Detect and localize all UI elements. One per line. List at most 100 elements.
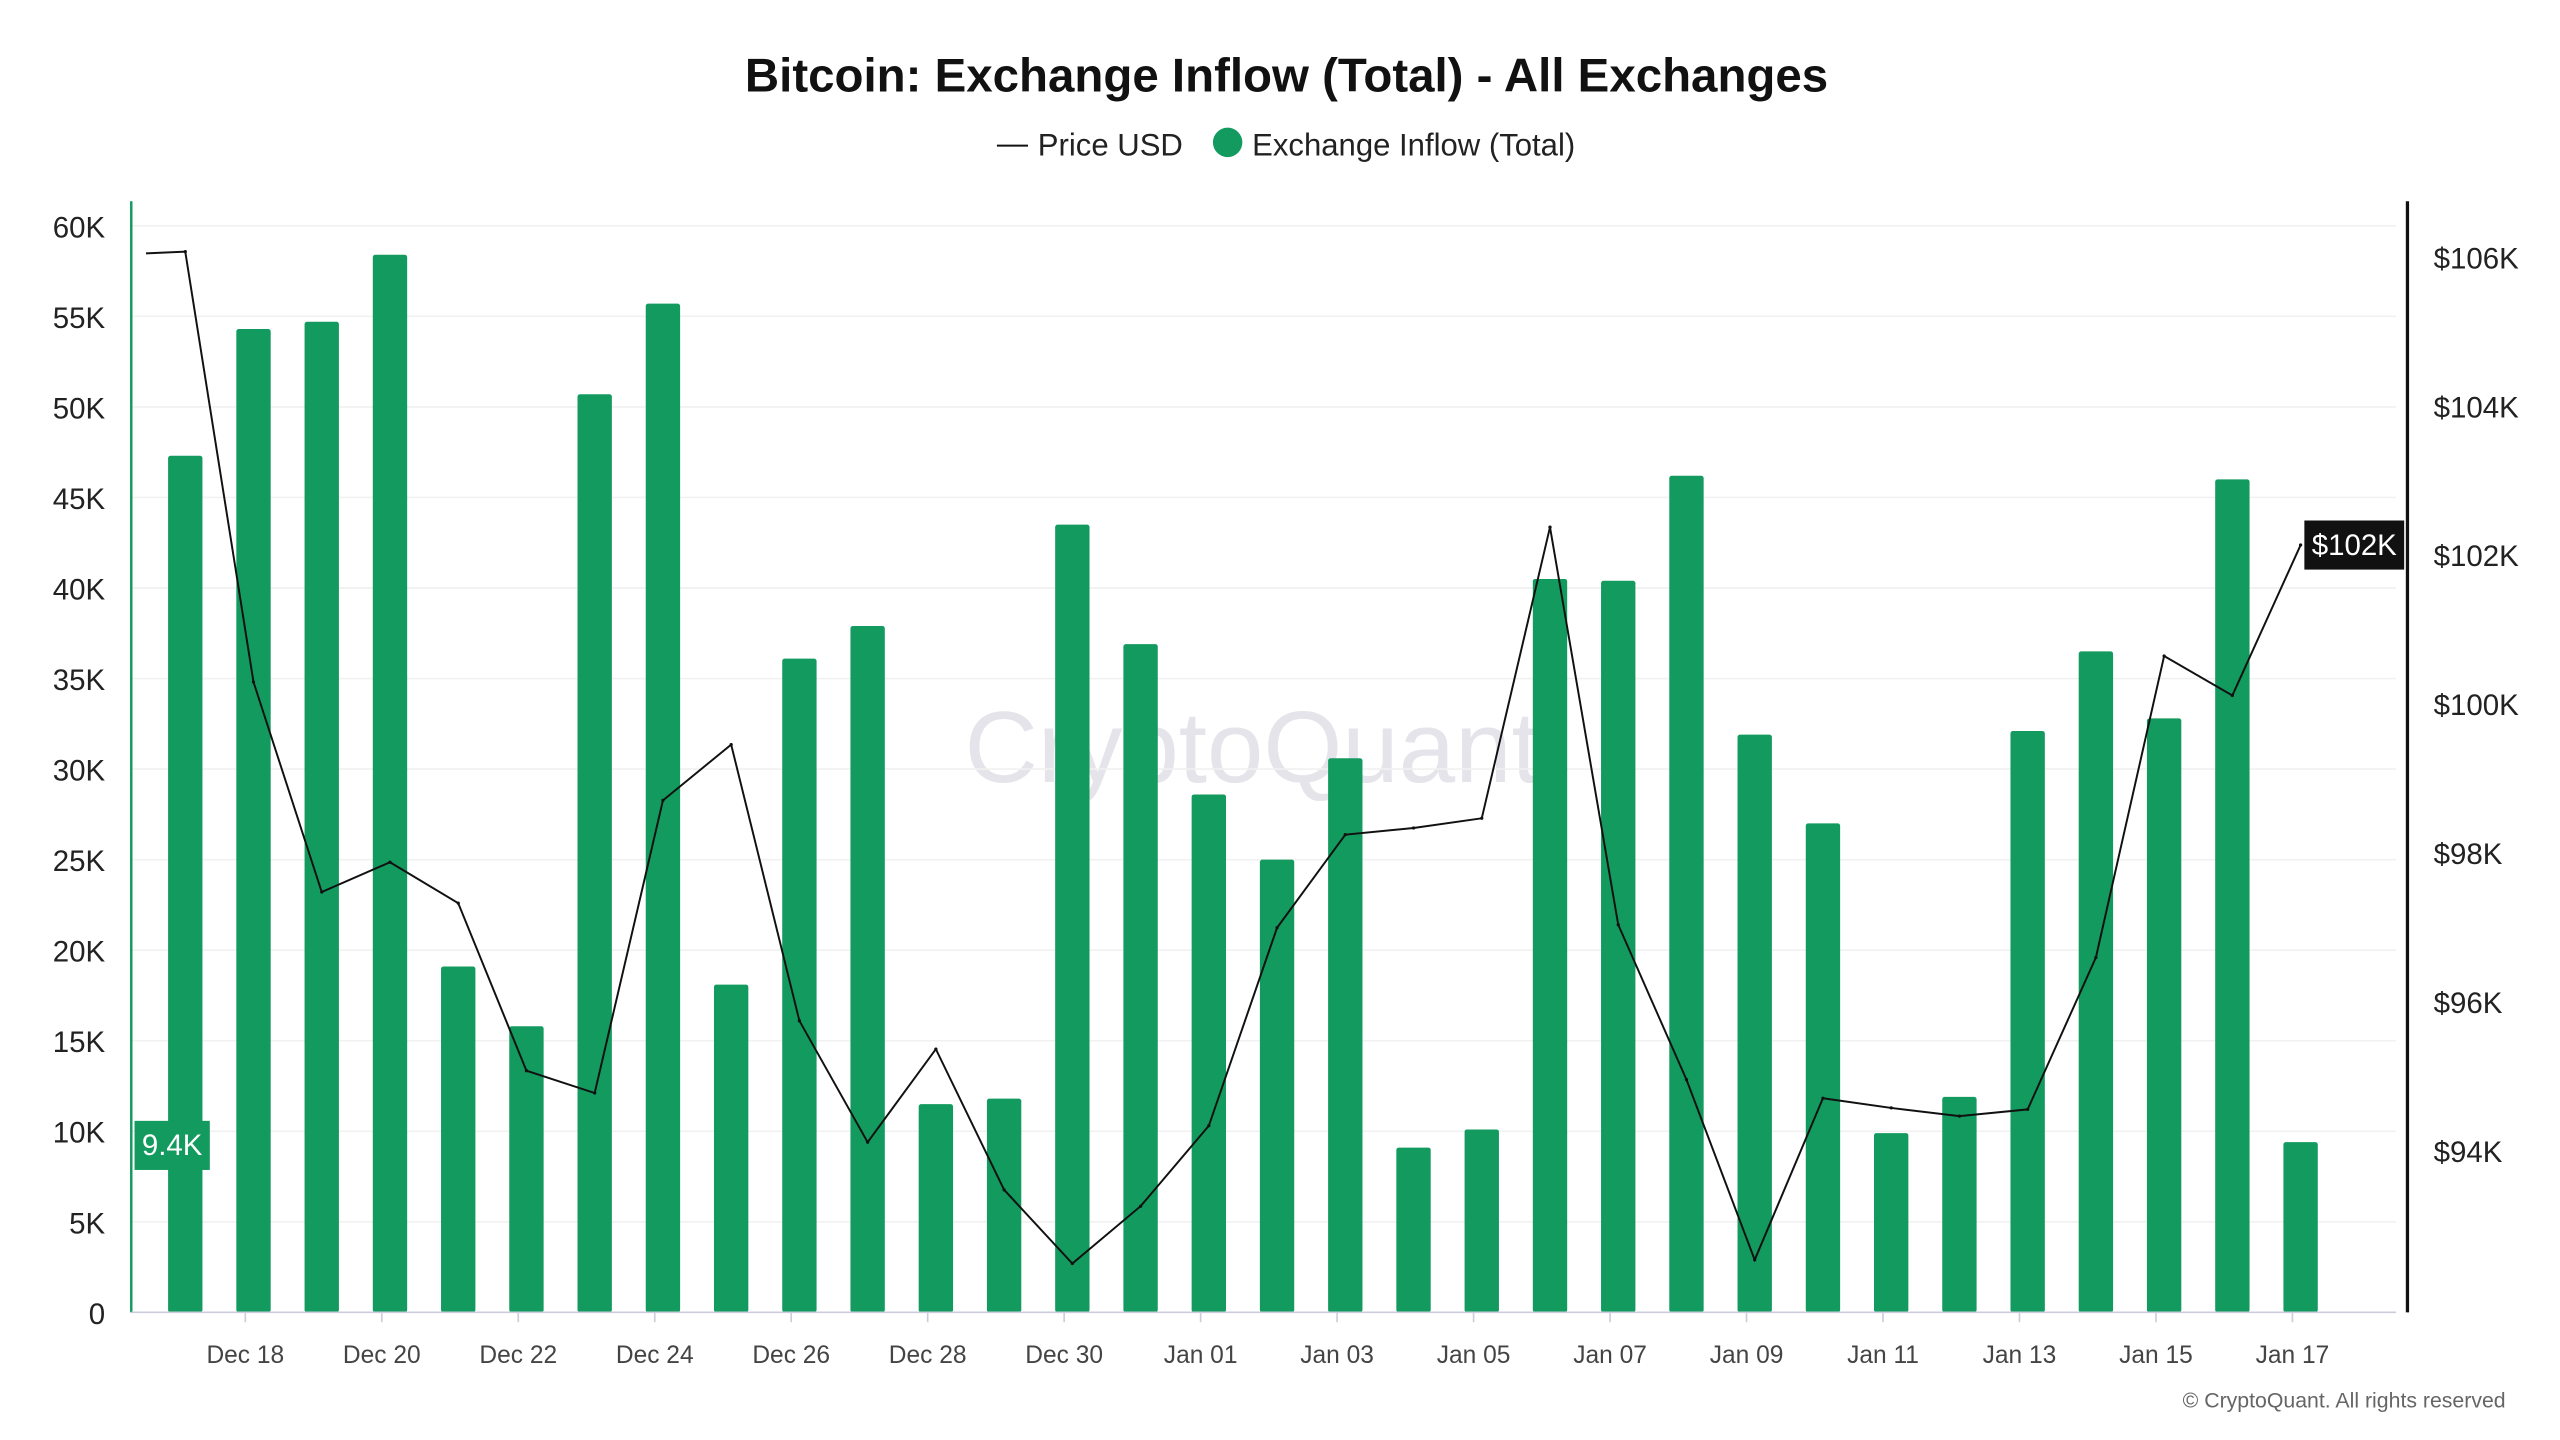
price-point (251, 680, 256, 684)
inflow-bar[interactable] (782, 658, 817, 1313)
price-point (1753, 1258, 1757, 1262)
inflow-bar[interactable] (1328, 758, 1363, 1313)
inflow-bar[interactable] (986, 1098, 1022, 1313)
price-point (1275, 926, 1279, 930)
inflow-bar[interactable] (1055, 524, 1090, 1313)
chart-title: Bitcoin: Exchange Inflow (Total) - All E… (745, 50, 1828, 103)
x-tick-label: Jan 03 (1300, 1342, 1374, 1369)
left-tick-label: 15K (53, 1026, 106, 1059)
price-point (2298, 543, 2303, 547)
inflow-bar[interactable] (1874, 1133, 1909, 1313)
inflow-bar[interactable] (2215, 479, 2250, 1313)
x-tick-label: Dec 30 (1025, 1342, 1103, 1369)
inflow-bar[interactable] (372, 254, 408, 1313)
inflow-bar[interactable] (713, 984, 749, 1313)
legend-inflow-label[interactable]: Exchange Inflow (Total) (1252, 127, 1575, 162)
price-point (1889, 1106, 1893, 1110)
price-point (1138, 1204, 1143, 1208)
price-point (388, 860, 392, 864)
x-tick-label: Jan 17 (2256, 1342, 2330, 1369)
left-tick-label: 10K (53, 1117, 106, 1150)
price-point (729, 742, 733, 747)
inflow-bar[interactable] (1396, 1147, 1431, 1313)
left-tick-label: 40K (53, 573, 106, 606)
price-point (661, 798, 665, 803)
price-point (2230, 693, 2234, 698)
inflow-bar[interactable] (1942, 1096, 1977, 1313)
inflow-bar[interactable] (168, 455, 203, 1313)
left-tick-label: 50K (53, 392, 106, 425)
price-point (1957, 1114, 1962, 1118)
price-point (934, 1047, 938, 1051)
left-tick-label: 35K (53, 664, 106, 697)
inflow-bar[interactable] (2146, 718, 2182, 1313)
right-tick-label: $94K (2434, 1136, 2503, 1169)
inflow-bar[interactable] (2283, 1142, 2318, 1313)
inflow-bar[interactable] (1805, 823, 1841, 1313)
x-tick-label: Dec 20 (343, 1342, 421, 1369)
price-point (866, 1140, 870, 1144)
right-tick-label: $96K (2434, 987, 2503, 1020)
inflow-bar[interactable] (1601, 580, 1636, 1313)
axes: 0 5K 10K 15K 20K 25K 30K 35K 40K 45K 50K 55K 60K $94K… (53, 201, 2519, 1369)
right-tick-label: $106K (2434, 242, 2519, 275)
inflow-bar[interactable] (1464, 1129, 1499, 1313)
inflow-bar[interactable] (2078, 651, 2114, 1313)
price-point (524, 1069, 529, 1073)
inflow-bar[interactable] (441, 966, 476, 1313)
legend-price-label[interactable]: Price USD (1038, 127, 1183, 162)
x-tick-label: Dec 24 (616, 1342, 694, 1369)
price-point (183, 250, 187, 254)
price-point (2162, 654, 2166, 658)
price-point (1002, 1188, 1006, 1192)
price-point (320, 890, 324, 894)
price-point (1821, 1096, 1825, 1100)
right-tick-label: $98K (2434, 838, 2503, 871)
price-point (1207, 1124, 1211, 1128)
inflow-bar[interactable] (850, 626, 885, 1313)
inflow-bar[interactable] (1259, 859, 1295, 1313)
x-tick-label: Jan 13 (1983, 1342, 2057, 1369)
x-tick-label: Jan 15 (2119, 1342, 2193, 1369)
inflow-bar[interactable] (2010, 731, 2045, 1313)
current-price-badge (2304, 520, 2405, 570)
price-point (2026, 1107, 2030, 1112)
inflow-bar[interactable] (918, 1104, 954, 1313)
x-tick-label: Dec 26 (752, 1342, 830, 1369)
current-price-label: $102K (2312, 529, 2397, 562)
current-inflow-badge (134, 1120, 210, 1170)
legend-inflow-dot-icon (1212, 127, 1243, 158)
price-point (1480, 816, 1484, 820)
inflow-bar[interactable] (1532, 578, 1568, 1313)
inflow-bar[interactable] (1123, 644, 1158, 1313)
price-line-group (145, 250, 2303, 1266)
inflow-bar[interactable] (577, 394, 612, 1313)
x-tick-label: Dec 18 (206, 1342, 284, 1369)
price-point (456, 901, 460, 905)
current-inflow-label: 9.4K (142, 1129, 203, 1162)
inflow-bar[interactable] (1191, 794, 1226, 1313)
inflow-bar[interactable] (1737, 734, 1772, 1313)
legend: Price USD Exchange Inflow (Total) (996, 127, 1575, 162)
left-tick-label: 55K (53, 302, 106, 335)
left-tick-label: 0 (89, 1298, 105, 1331)
inflow-bar[interactable] (236, 329, 271, 1313)
right-tick-label: $104K (2434, 391, 2519, 424)
left-tick-label: 20K (53, 936, 106, 969)
inflow-bar[interactable] (1669, 475, 1704, 1313)
inflow-bar[interactable] (645, 303, 681, 1313)
right-tick-label: $102K (2434, 540, 2519, 573)
price-point (797, 1019, 802, 1023)
inflow-bar[interactable] (509, 1026, 544, 1313)
x-tick-label: Dec 28 (889, 1342, 967, 1369)
price-point (1411, 826, 1416, 830)
x-tick-label: Dec 22 (479, 1342, 557, 1369)
left-tick-label: 30K (53, 755, 106, 788)
x-tick-label: Jan 05 (1437, 1342, 1511, 1369)
price-point (593, 1091, 597, 1095)
x-tick-label: Jan 01 (1164, 1342, 1238, 1369)
left-tick-label: 5K (69, 1207, 105, 1240)
inflow-bar[interactable] (304, 321, 339, 1313)
price-point (1070, 1261, 1074, 1266)
